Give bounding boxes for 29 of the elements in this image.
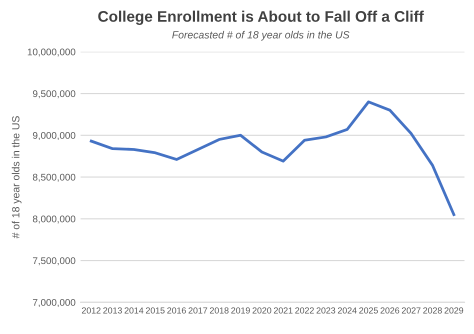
- x-tick-label: 2028: [423, 307, 442, 314]
- x-tick-label: 2013: [103, 307, 122, 314]
- chart-subtitle: Forecasted # of 18 year olds in the US: [172, 30, 350, 41]
- x-tick-label: 2021: [274, 307, 293, 314]
- line-series: [90, 100, 456, 216]
- x-tick-label: 2012: [82, 307, 101, 314]
- y-tick-label: 9,500,000: [32, 90, 76, 98]
- x-tick-label: 2027: [402, 307, 420, 314]
- y-tick-label: 7,000,000: [32, 299, 76, 308]
- x-tick-label: 2025: [359, 307, 378, 314]
- x-tick-label: 2016: [167, 307, 186, 314]
- x-tick-label: 2023: [316, 307, 336, 314]
- y-tick-label: 9,000,000: [32, 132, 76, 140]
- x-tick-label: 2020: [252, 307, 272, 314]
- y-tick-label: 10,000,000: [28, 48, 76, 57]
- x-tick-label: 2022: [295, 307, 314, 314]
- x-tick-label: 2018: [210, 307, 229, 314]
- x-tick-label: 2024: [338, 307, 357, 314]
- y-axis-title: # of 18 year olds in the US: [12, 116, 22, 238]
- x-tick-label: 2029: [444, 307, 464, 314]
- x-tick-label: 2014: [124, 307, 144, 314]
- x-tick-label: 2017: [188, 307, 208, 314]
- x-tick-label: 2015: [146, 307, 165, 314]
- chart-title: College Enrollment is About to Fall Off a Cliff: [98, 10, 424, 25]
- x-tick-label: 2026: [380, 307, 400, 314]
- x-tick-label: 2019: [231, 307, 250, 314]
- y-tick-label: 7,500,000: [32, 257, 76, 266]
- y-tick-label: 8,000,000: [32, 216, 76, 224]
- y-tick-label: 8,500,000: [32, 174, 76, 182]
